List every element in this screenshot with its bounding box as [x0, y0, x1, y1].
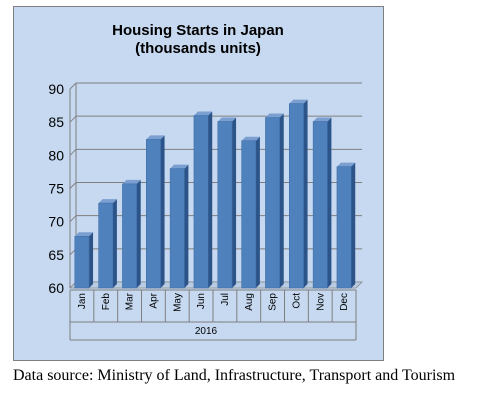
bar-side: [160, 135, 165, 288]
bar-side: [327, 117, 332, 289]
bar-side: [208, 111, 213, 289]
bar-top: [265, 113, 284, 118]
bar: [336, 166, 352, 289]
x-tick-label: Sep: [268, 293, 279, 311]
bar: [122, 183, 137, 289]
bar-top: [122, 179, 141, 184]
x-tick-label: Mar: [125, 292, 136, 310]
bar-side: [303, 99, 308, 289]
bar-top: [217, 117, 237, 122]
bar-top: [98, 199, 117, 204]
gridline-diagonal: [69, 182, 77, 189]
bar-top: [193, 111, 213, 116]
x-tick-labels: Jan Feb Mar Apr May Jun Jul Aug Sep Oct Nov Dec: [77, 292, 350, 312]
bar: [289, 103, 304, 289]
x-tick-label: Nov: [315, 293, 326, 311]
y-tick-label: 70: [48, 214, 64, 230]
bar-top: [74, 232, 94, 237]
bar: [193, 115, 209, 289]
bar-top: [336, 162, 356, 167]
bar: [98, 202, 114, 289]
x-tick-label: Aug: [244, 293, 255, 311]
bar-top: [170, 164, 189, 169]
gridline-diagonal: [69, 115, 77, 123]
floor: [69, 281, 363, 289]
y-tick-label: 80: [48, 147, 64, 163]
bar-top: [146, 135, 165, 140]
bar-side: [184, 164, 189, 288]
bar: [265, 117, 280, 289]
chart-frame: Housing Starts in Japan (thousands units…: [13, 6, 384, 361]
gridline-diagonal: [69, 215, 77, 223]
x-tick-label: Feb: [101, 293, 112, 311]
bar: [169, 168, 185, 289]
chart-title: Housing Starts in Japan: [112, 22, 284, 39]
bar-side: [351, 162, 356, 288]
x-tick-label: Dec: [339, 293, 350, 311]
bar: [146, 139, 161, 289]
bar-top: [289, 99, 308, 104]
bar-top: [313, 117, 332, 122]
y-tick-label: 85: [48, 114, 64, 130]
chart-svg: Housing Starts in Japan (thousands units…: [48, 22, 363, 341]
y-tick-label: 60: [48, 280, 64, 296]
y-tick-labels: 60 65 70 75 80 85 90: [48, 81, 64, 296]
category-group-label: 2016: [195, 326, 218, 337]
bar: [217, 121, 233, 289]
bar-side: [279, 113, 284, 288]
x-tick-label: Jul: [220, 293, 231, 306]
x-tick-label: Jun: [196, 293, 207, 309]
y-tick-label: 90: [48, 81, 64, 97]
bar-side: [112, 199, 117, 288]
gridline-diagonal: [69, 82, 77, 90]
bar: [312, 121, 328, 289]
bar-top: [241, 136, 260, 141]
bar-side: [232, 117, 237, 289]
x-tick-label: Apr: [148, 292, 159, 308]
y-tick-label: 75: [48, 181, 64, 197]
bar: [74, 236, 90, 289]
bar-side: [136, 179, 141, 288]
source-note: Data source: Ministry of Land, Infrastru…: [13, 367, 456, 384]
axes: [69, 83, 363, 341]
x-tick-label: Jan: [77, 293, 88, 309]
bars: [74, 99, 356, 289]
bar-side: [255, 136, 260, 288]
chart-subtitle: (thousands units): [135, 40, 261, 57]
bar-side: [89, 232, 94, 288]
gridline-diagonal: [69, 148, 77, 156]
y-tick-label: 65: [48, 247, 64, 263]
x-tick-label: May: [172, 293, 183, 312]
x-tick-label: Oct: [291, 293, 302, 309]
bar: [241, 140, 257, 289]
